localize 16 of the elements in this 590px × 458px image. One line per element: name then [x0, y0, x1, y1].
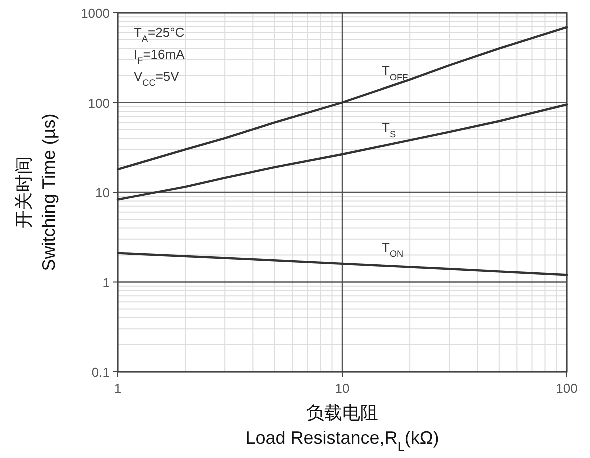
x-tick-label: 10: [335, 381, 350, 396]
series-label: T$_{ON}$: [382, 240, 404, 259]
y-tick-label: 100: [88, 96, 110, 111]
annotation: T$_{A}$=25°C: [134, 25, 185, 44]
y-tick-label: 1000: [81, 6, 110, 21]
y-axis-title: 开关时间 Switching Time (µs): [14, 114, 59, 272]
series-label: T$_{S}$: [382, 120, 396, 140]
y-tick-label: 10: [96, 186, 110, 200]
annotation: V$_{CC}$=5V: [134, 69, 180, 88]
x-tick-label: 100: [556, 381, 578, 396]
x-axis-title: 负载电阻 Load Resistance,R$_{L}$(kΩ): [246, 403, 440, 454]
x-tick-label: 1: [114, 381, 122, 396]
annotation: I$_{F}$=16mA: [134, 47, 186, 66]
series-label: T$_{OFF}$: [382, 63, 409, 82]
y-tick-label: 0.1: [92, 365, 110, 380]
y-tick-label: 1: [102, 275, 110, 290]
